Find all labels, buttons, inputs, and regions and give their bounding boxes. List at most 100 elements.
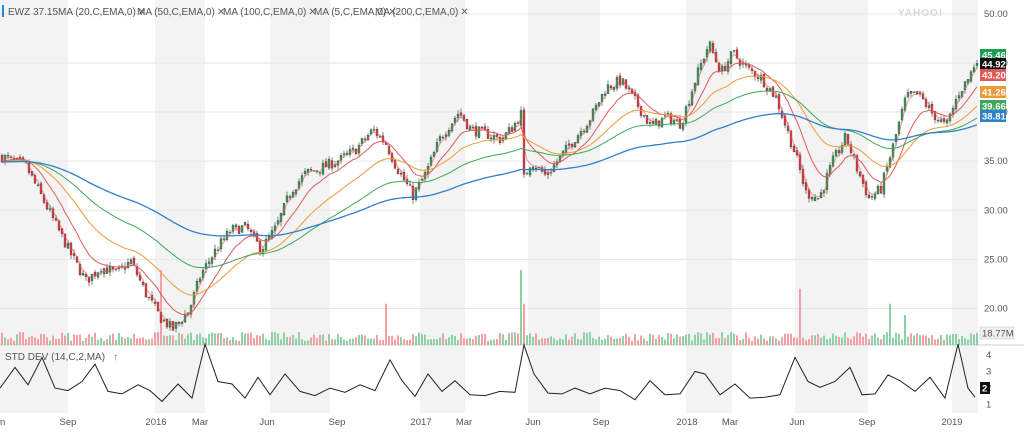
volume-bar [28,336,30,345]
volume-bar [181,334,183,345]
ma200-badge: 38.81 [982,112,1006,123]
volume-bar [340,336,342,345]
candle [147,296,151,301]
volume-bar [901,339,903,345]
candle [924,96,928,109]
candle [351,144,355,154]
candle-body [813,197,817,202]
stddev-tick-label: 3 [986,367,991,378]
legend-item[interactable]: EWZ 37.15 [8,7,58,18]
close-icon[interactable]: ✕ [138,7,146,18]
volume-bar [883,334,885,345]
candle [834,148,838,157]
candle-body [477,126,481,139]
candle-body [399,173,403,175]
candle [318,172,322,177]
volume-bar [232,337,234,345]
volume-bar [964,338,966,345]
volume-bar [226,337,228,345]
candle [846,133,850,147]
volume-bar [697,332,699,345]
volume-bar [949,335,951,345]
volume-bar [178,332,180,345]
volume-bar [907,336,909,345]
volume-bar [712,332,714,345]
close-icon[interactable]: ✕ [388,7,396,18]
volume-bar [313,334,315,345]
volume-bar [112,333,114,345]
volume-bar [622,336,624,345]
volume-bar [496,338,498,345]
candle-body [606,84,610,94]
ma-line-ma-5-c-ema-0- [1,48,978,327]
volume-bar [286,337,288,345]
volume-bar [832,333,834,345]
volume-bar [16,334,18,345]
volume-bar [139,337,141,345]
collapse-arrow-icon[interactable]: ↑ [113,352,118,363]
volume-bar [958,338,960,345]
volume-bar [283,332,285,345]
volume-bar [550,336,552,345]
volume-bar [325,340,327,345]
candle-body [531,167,535,169]
volume-bar [694,334,696,345]
candle-body [687,104,691,106]
volume-bar [520,270,522,345]
candle-body [63,233,67,248]
volume-bar [73,334,75,345]
candle [477,126,481,139]
close-icon[interactable]: ✕ [217,7,225,18]
volume-bar [244,333,246,345]
volume-bar [598,336,600,345]
legend-item[interactable]: MA (5,C,EMA,0) ✕ [314,7,397,18]
date-tick-label: Sep [859,417,876,428]
candle [708,40,712,54]
candle [732,50,736,54]
candle-body [846,133,850,145]
volume-bar [472,339,474,345]
candle-body [924,99,928,107]
volume-bar [505,339,507,345]
volume-bar [850,339,852,345]
legend-item[interactable]: MA (20,C,EMA,0) ✕ [58,7,146,18]
legend-item[interactable]: MA (50,C,EMA,0) ✕ [137,7,225,18]
candle [309,166,313,172]
legend-item[interactable]: MA (200,C,EMA,0) ✕ [375,7,469,18]
volume-bar [166,335,168,345]
volume-bar [604,338,606,345]
candle-body [330,160,334,169]
volume-bar [892,337,894,345]
legend-item[interactable]: MA (100,C,EMA,0) ✕ [223,7,317,18]
volume-bar [706,332,708,345]
candle-body [309,169,313,171]
price-tick-label: 35.00 [984,156,1008,167]
candle-body [459,112,463,116]
candle-body [525,173,529,175]
candle-body [456,114,460,118]
volume-bar [586,332,588,345]
candle-body [231,225,235,232]
date-tick-label: Jun [789,417,804,428]
candle-body [672,120,676,124]
close-icon[interactable]: ✕ [308,7,316,18]
candle-body [147,296,151,298]
volume-bar [292,335,294,345]
volume-bar [100,338,102,345]
candle-body [618,75,622,86]
volume-bar [280,339,282,345]
ma-line-ma-50-c-ema-0- [1,75,978,296]
candle [525,171,529,175]
volume-bar [481,333,483,345]
volume-bar [502,334,504,345]
volume-bar [160,270,162,345]
volume-bar [685,334,687,345]
volume-bar [817,333,819,345]
volume-bar [367,338,369,345]
candle-body [507,127,511,134]
volume-bar [79,334,81,345]
volume-bar [1,332,3,345]
close-icon[interactable]: ✕ [460,7,468,18]
